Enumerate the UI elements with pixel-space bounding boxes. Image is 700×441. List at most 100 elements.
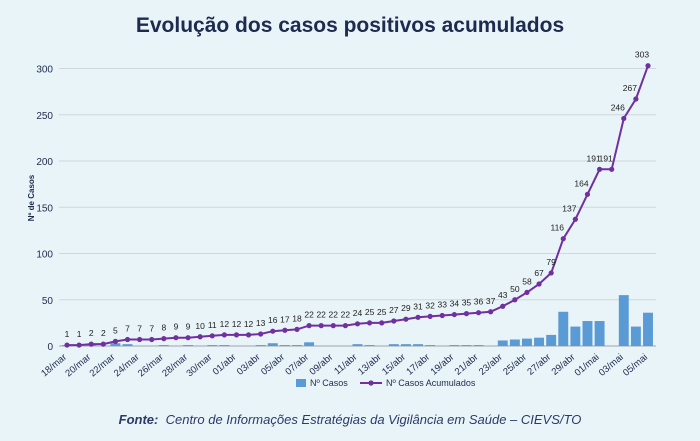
bar-23/mar bbox=[122, 344, 133, 346]
bar-24/abr bbox=[509, 339, 520, 346]
cumulative-point-05/abr bbox=[282, 327, 288, 333]
cumulative-point-25/abr bbox=[524, 289, 530, 295]
bar-16/abr bbox=[413, 344, 423, 346]
cumulative-point-01/mai bbox=[596, 166, 603, 172]
cumulative-point-19/abr bbox=[451, 311, 457, 318]
x-tick-label: 23/abr bbox=[477, 352, 505, 378]
bar-31/mar bbox=[219, 345, 230, 346]
data-label: 10 bbox=[195, 321, 205, 331]
y-tick-label: 50 bbox=[42, 296, 54, 307]
bar-05/abr bbox=[279, 345, 290, 346]
bar-27/abr bbox=[546, 334, 557, 346]
bar-21/abr bbox=[473, 345, 484, 346]
legend-line-label: Nº Casos Acumulados bbox=[386, 378, 476, 388]
bar-07/abr bbox=[304, 342, 315, 346]
cumulative-point-10/abr bbox=[342, 323, 348, 329]
cumulative-point-08/abr bbox=[318, 323, 324, 329]
y-tick-label: 0 bbox=[47, 342, 53, 353]
cumulative-point-23/abr bbox=[500, 303, 506, 309]
x-tick-label: 13/abr bbox=[356, 352, 384, 378]
bar-11/abr bbox=[352, 344, 363, 346]
bar-22/mar bbox=[110, 343, 121, 346]
data-label: 246 bbox=[611, 102, 625, 112]
cumulative-point-26/mar bbox=[161, 336, 167, 342]
x-tick-label: 11/abr bbox=[332, 352, 359, 377]
bar-30/mar bbox=[207, 345, 218, 346]
data-label: 137 bbox=[562, 203, 576, 213]
cumulative-point-24/abr bbox=[512, 297, 518, 303]
data-label: 2 bbox=[89, 328, 94, 338]
x-tick-label: 19/abr bbox=[429, 352, 457, 378]
cumulative-point-09/abr bbox=[330, 323, 336, 329]
legend-bar-label: Nº Casos bbox=[310, 378, 348, 388]
data-label: 22 bbox=[304, 310, 314, 320]
x-tick-label: 03/mai bbox=[597, 352, 626, 379]
cumulative-point-22/abr bbox=[488, 309, 494, 315]
x-tick-label: 05/mai bbox=[621, 352, 650, 379]
data-label: 79 bbox=[546, 257, 556, 267]
bar-19/abr bbox=[449, 345, 460, 346]
cumulative-point-18/mar bbox=[64, 342, 70, 348]
data-label: 7 bbox=[137, 324, 142, 334]
x-tick-label: 09/abr bbox=[308, 352, 336, 378]
data-label: 58 bbox=[522, 276, 532, 286]
x-tick-label: 18/mar bbox=[39, 352, 69, 379]
x-tick-label: 25/abr bbox=[501, 352, 529, 378]
cumulative-point-01/abr bbox=[233, 332, 240, 338]
bar-30/abr bbox=[582, 321, 593, 346]
data-label: 164 bbox=[574, 178, 588, 188]
cumulative-point-02/abr bbox=[245, 332, 252, 338]
cumulative-point-04/abr bbox=[270, 328, 276, 334]
data-label: 34 bbox=[450, 299, 460, 309]
bar-12/abr bbox=[364, 345, 375, 346]
source-text: Centro de Informações Estratégias da Vig… bbox=[165, 412, 582, 427]
cumulative-point-05/mai bbox=[645, 63, 651, 69]
data-label: 12 bbox=[232, 319, 242, 329]
data-label: 5 bbox=[113, 325, 118, 335]
data-label: 32 bbox=[425, 300, 435, 310]
cumulative-point-24/mar bbox=[137, 336, 143, 343]
data-label: 22 bbox=[316, 310, 326, 320]
data-label: 12 bbox=[220, 319, 230, 329]
data-label: 9 bbox=[174, 322, 179, 332]
data-label: 29 bbox=[401, 303, 411, 313]
data-label: 33 bbox=[437, 299, 447, 309]
cumulative-point-12/abr bbox=[367, 320, 373, 326]
bar-20/abr bbox=[461, 345, 472, 346]
data-label: 7 bbox=[125, 324, 130, 334]
cumulative-point-18/abr bbox=[439, 312, 445, 319]
bar-28/mar bbox=[183, 345, 194, 346]
cumulative-point-26/abr bbox=[536, 281, 542, 287]
x-tick-label: 01/mai bbox=[573, 352, 602, 379]
y-tick-label: 250 bbox=[36, 111, 53, 122]
bar-05/mai bbox=[643, 312, 653, 346]
data-label: 267 bbox=[623, 83, 637, 93]
data-label: 17 bbox=[280, 314, 290, 324]
x-tick-label: 05/abr bbox=[259, 352, 287, 378]
x-tick-label: 17/abr bbox=[404, 352, 432, 378]
data-label: 7 bbox=[149, 324, 154, 334]
data-label: 67 bbox=[534, 268, 544, 278]
cumulative-point-03/mai bbox=[621, 115, 627, 122]
data-label: 25 bbox=[377, 307, 387, 317]
chart-title: Evolução dos casos positivos acumulados bbox=[135, 14, 565, 37]
data-label: 9 bbox=[186, 322, 191, 332]
bar-04/mai bbox=[630, 326, 641, 346]
cumulative-point-02/mai bbox=[609, 166, 615, 172]
cumulative-point-30/mar bbox=[209, 333, 215, 339]
data-label: 191 bbox=[599, 153, 613, 163]
y-tick-label: 200 bbox=[36, 157, 53, 168]
cumulative-point-07/abr bbox=[306, 323, 312, 329]
cumulative-point-04/mai bbox=[633, 96, 639, 102]
cumulative-point-20/mar bbox=[88, 341, 94, 347]
data-label: 24 bbox=[353, 308, 363, 318]
legend-line-marker bbox=[368, 380, 374, 386]
cumulative-point-03/abr bbox=[258, 331, 264, 337]
bar-03/abr bbox=[255, 345, 266, 346]
data-label: 27 bbox=[389, 305, 399, 315]
cumulative-point-22/mar bbox=[112, 338, 119, 344]
y-tick-label: 300 bbox=[36, 65, 53, 76]
x-tick-label: 29/abr bbox=[550, 352, 578, 378]
data-label: 12 bbox=[244, 319, 254, 329]
cumulative-point-16/abr bbox=[415, 314, 421, 320]
